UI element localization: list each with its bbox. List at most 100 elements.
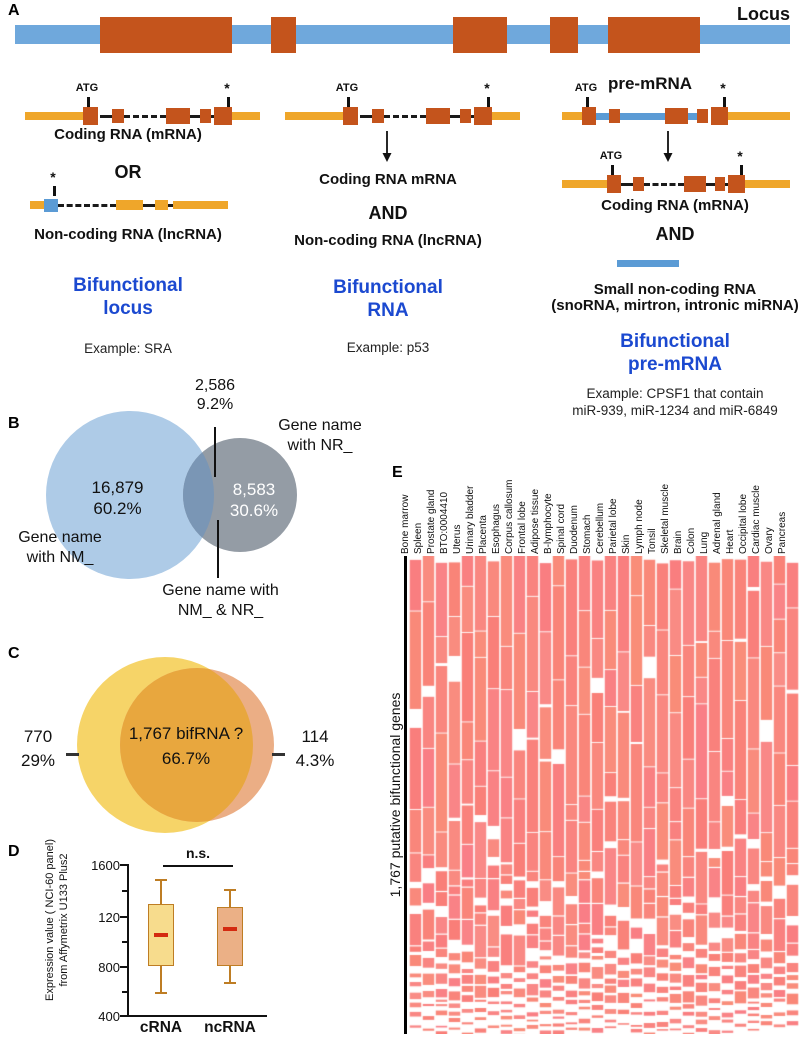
exon-box <box>372 109 384 123</box>
small-ncrna-label-2: (snoRNA, mirtron, intronic miRNA) <box>551 297 799 314</box>
heatmap-column-label: Placenta <box>477 515 489 554</box>
splice-dash <box>124 114 166 118</box>
heatmap-column-label: Pancreas <box>776 511 788 554</box>
and-label-middle: AND <box>368 203 408 223</box>
venn-b-right-set-label: Gene name with NR_ <box>278 417 362 454</box>
whisker-line <box>229 965 231 984</box>
heatmap-column-label: Ovary <box>763 527 775 554</box>
intron-segment <box>620 112 665 120</box>
venn-c-right-value: 114 4.3% <box>295 727 335 770</box>
utr-segment <box>728 112 790 120</box>
heatmap-column-label: Stomach <box>581 514 593 554</box>
example-p53: Example: p53 <box>346 340 430 355</box>
panel-d-label: D <box>8 843 20 860</box>
exon-box <box>633 177 644 191</box>
example-cpsf1-line2: miR-939, miR-1234 and miR-6849 <box>572 403 778 418</box>
bifunctional-premrna-heading: Bifunctional pre-mRNA <box>620 331 730 375</box>
stop-codon-tick <box>53 186 56 196</box>
utr-segment <box>745 180 790 188</box>
heatmap-column-label: Colon <box>685 527 697 554</box>
boxplot-y-axis <box>127 864 129 1017</box>
bifunctional-genes-heatmap <box>409 556 799 1034</box>
y-tick <box>120 966 127 968</box>
lncrna-exon-box <box>116 200 143 210</box>
y-tick-label: 400 <box>98 1009 120 1024</box>
heatmap-left-axis <box>404 556 407 1034</box>
exon-box <box>607 175 621 193</box>
exon-box <box>711 107 728 125</box>
atg-label: ATG <box>599 150 623 162</box>
stop-codon-label: * <box>224 80 230 96</box>
median-line <box>223 927 237 932</box>
whisker-line <box>229 890 231 907</box>
exon-box <box>684 176 706 192</box>
stop-codon-label: * <box>50 169 56 185</box>
atg-label: ATG <box>335 82 359 94</box>
heatmap-column-label: B-lymphocyte <box>542 493 554 554</box>
noncoding-rna-label-middle: Non-coding RNA (lncRNA) <box>294 232 482 249</box>
coding-rna-label-middle: Coding RNA mRNA <box>319 171 457 188</box>
start-codon-tick <box>347 97 350 107</box>
exon-box <box>214 107 232 125</box>
y-tick <box>120 916 127 918</box>
whisker-line <box>160 965 162 994</box>
lncrna-exon-box <box>155 200 168 210</box>
whisker-cap <box>224 889 236 892</box>
utr-segment <box>285 112 343 120</box>
heatmap-column-label: Adrenal gland <box>711 492 723 554</box>
y-minor-tick <box>122 941 127 943</box>
bifunctional-rna-heading: Bifunctional RNA <box>333 277 443 321</box>
venn-c-intersection-pct: 66.7% <box>161 749 211 768</box>
venn-c-left-callout-dash <box>66 753 79 756</box>
example-cpsf1-line1: Example: CPSF1 that contain <box>586 386 764 401</box>
heatmap-column-label: Duodenum <box>568 505 580 554</box>
lncrna-start-box <box>44 198 58 212</box>
atg-label: ATG <box>574 82 598 94</box>
exon-box <box>426 108 450 124</box>
down-arrow-icon <box>382 131 392 162</box>
mrna-diagram-left: ATG * <box>25 80 260 132</box>
exon-box <box>200 109 211 123</box>
utr-segment <box>562 112 582 120</box>
venn-b-intersection-value: 2,586 9.2% <box>194 377 236 413</box>
splice-dash <box>706 182 715 186</box>
heatmap-column-label: Brain <box>672 530 684 554</box>
y-tick-label: 120 <box>98 910 120 925</box>
venn-b-left-value: 16,879 60.2% <box>91 478 144 518</box>
exon-box <box>474 107 492 125</box>
exon-box <box>609 109 620 123</box>
heatmap-column-label: Adipose tissue <box>529 488 541 554</box>
significance-label: n.s. <box>185 845 211 861</box>
intron-segment <box>596 112 609 120</box>
down-arrow-icon <box>663 131 673 162</box>
venn-c-right-callout-dash <box>272 753 285 756</box>
heatmap-column-label: Cerebellum <box>594 502 606 554</box>
small-ncrna-label-1: Small non-coding RNA <box>593 281 757 298</box>
panel-b-label: B <box>8 415 20 432</box>
coding-rna-label-left: Coding RNA (mRNA) <box>54 126 202 143</box>
locus-exon <box>271 17 296 53</box>
venn-b-left-circle <box>46 411 214 579</box>
heatmap-column-label: Spinal cord <box>555 503 567 554</box>
lncrna-diagram-left: * <box>30 169 230 221</box>
boxplot-x-axis <box>127 1015 267 1017</box>
significance-bracket <box>163 865 233 867</box>
intron-segment <box>688 112 697 120</box>
heatmap-column-label: Cardiac muscle <box>750 485 762 554</box>
panel-c-label: C <box>8 645 20 662</box>
panel-a-label: A <box>8 2 20 19</box>
stop-codon-tick <box>740 165 743 175</box>
splice-dash <box>384 114 426 118</box>
premrna-diagram-right: ATG * <box>562 80 790 132</box>
median-line <box>154 933 168 938</box>
venn-b <box>46 411 297 579</box>
exon-box <box>728 175 745 193</box>
exon-box <box>166 108 190 124</box>
splice-dash <box>100 114 112 118</box>
splice-dash <box>58 203 116 207</box>
utr-segment <box>173 201 228 209</box>
utr-segment <box>492 112 520 120</box>
heatmap-column-label: Lung <box>698 531 710 554</box>
heatmap-column-label: Bone marrow <box>399 494 411 554</box>
bifunctional-locus-heading: Bifunctional locus <box>73 275 183 319</box>
